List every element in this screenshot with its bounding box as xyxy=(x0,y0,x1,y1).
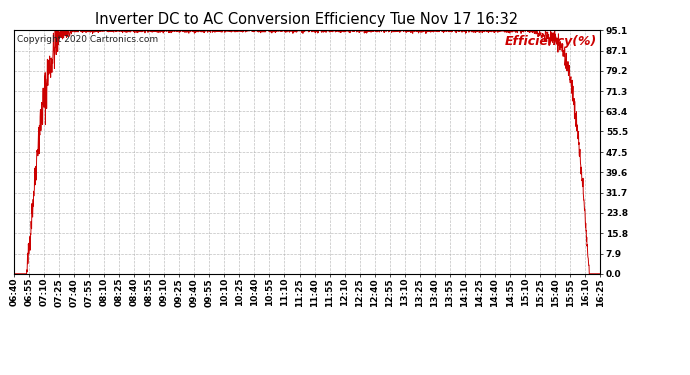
Title: Inverter DC to AC Conversion Efficiency Tue Nov 17 16:32: Inverter DC to AC Conversion Efficiency … xyxy=(95,12,519,27)
Text: Copyright 2020 Cartronics.com: Copyright 2020 Cartronics.com xyxy=(17,35,158,44)
Text: Efficiency(%): Efficiency(%) xyxy=(505,35,598,48)
